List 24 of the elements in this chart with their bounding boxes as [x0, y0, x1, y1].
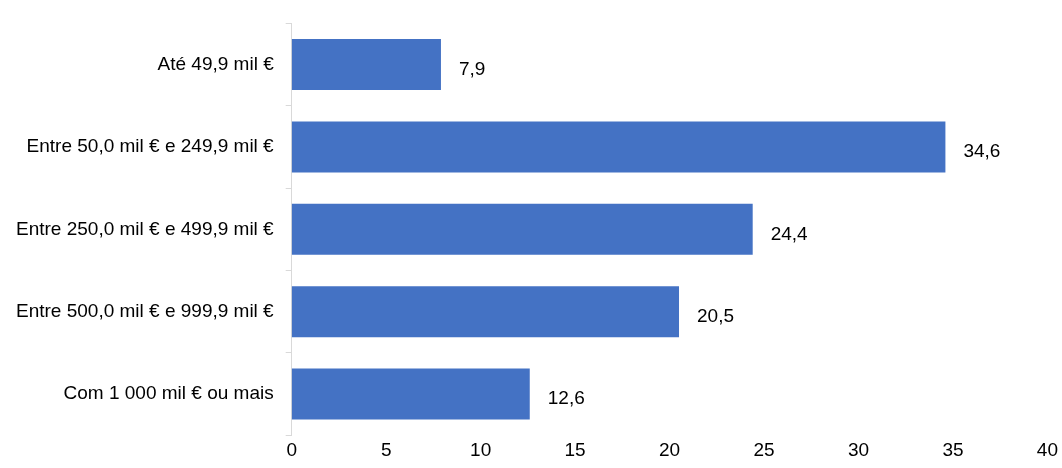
x-tick-label: 5 — [380, 438, 392, 460]
bar — [291, 121, 946, 173]
x-tick-label: 20 — [658, 438, 681, 460]
data-label: 7,9 — [458, 57, 486, 79]
data-label: 20,5 — [697, 304, 734, 326]
y-tick-label: Entre 500,0 mil € e 999,9 mil € — [15, 299, 275, 321]
x-tick-label: 0 — [286, 438, 297, 460]
data-label: 34,6 — [963, 140, 1001, 162]
bar — [291, 286, 680, 338]
x-tick-label: 15 — [564, 438, 586, 460]
x-tick-label: 10 — [470, 438, 492, 460]
bar — [291, 39, 441, 91]
bar — [291, 203, 753, 255]
x-tick-label: 40 — [1036, 438, 1058, 460]
data-label: 12,6 — [547, 387, 585, 409]
x-tick-label: 25 — [753, 438, 775, 460]
y-tick-label: Com 1 000 mil € ou mais — [63, 382, 274, 404]
y-tick-label: Entre 250,0 mil € e 499,9 mil € — [15, 217, 275, 239]
x-tick-label: 30 — [847, 438, 870, 460]
bar — [291, 368, 530, 420]
x-tick-label: 35 — [942, 438, 964, 460]
y-tick-label: Até 49,9 mil € — [157, 52, 275, 74]
y-tick-label: Entre 50,0 mil € e 249,9 mil € — [26, 135, 275, 157]
data-label: 24,4 — [770, 222, 809, 244]
